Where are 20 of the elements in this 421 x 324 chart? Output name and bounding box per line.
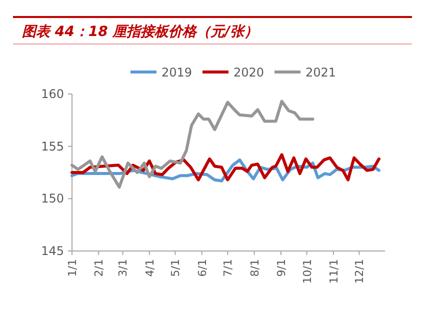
x-tick-label: 9/1 xyxy=(274,259,288,277)
x-tick-label: 7/1 xyxy=(222,259,235,277)
x-tick-label: 6/1 xyxy=(196,259,209,277)
x-tick-label: 3/1 xyxy=(116,259,130,277)
legend-label: 2021 xyxy=(306,66,336,80)
x-tick-label: 4/1 xyxy=(143,259,156,277)
x-tick-label: 2/1 xyxy=(92,259,106,277)
x-tick-label: 12/1 xyxy=(353,259,366,284)
legend-label: 2019 xyxy=(162,66,192,80)
y-tick-label: 160 xyxy=(41,87,64,101)
x-tick-label: 11/1 xyxy=(327,259,340,284)
y-tick-label: 150 xyxy=(41,192,64,206)
legend-label: 2020 xyxy=(234,66,264,80)
x-tick-label: 8/1 xyxy=(248,259,262,277)
x-tick-label: 10/1 xyxy=(300,259,314,284)
y-tick-label: 145 xyxy=(41,244,64,258)
y-tick-label: 155 xyxy=(41,139,64,154)
x-tick-label: 1/1 xyxy=(66,259,79,277)
chart-title: 图表 44：18 厘指接板价格（元/张） xyxy=(22,23,258,40)
x-tick-label: 5/1 xyxy=(169,259,182,277)
